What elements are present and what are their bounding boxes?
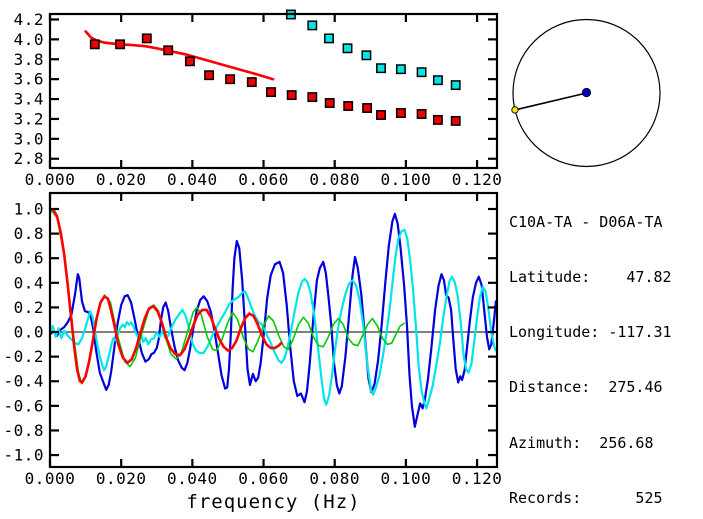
records-line: Records: 525 bbox=[509, 488, 663, 507]
dispersion-y-tick-label: 2.8 bbox=[14, 149, 44, 168]
correlation-x-tick-label: 0.080 bbox=[309, 469, 360, 488]
dispersion-plot: 0.000 0.020 0.040 0.060 0.080 0.100 0.120 4.24.… bbox=[14, 9, 503, 189]
red-velocity-squares-marker bbox=[307, 92, 318, 103]
dispersion-frame bbox=[48, 12, 499, 170]
station-info-block: C10A-TA - D06A-TA Latitude: 47.82 Longit… bbox=[509, 176, 703, 519]
dispersion-x-tick-label: 0.040 bbox=[167, 170, 218, 189]
correlation-x-tick-label: 0.060 bbox=[238, 469, 289, 488]
correlation-x-tick-label: 0.100 bbox=[381, 469, 432, 488]
correlation-y-tick-label: 0.8 bbox=[14, 224, 44, 243]
cyan-velocity-squares-marker bbox=[432, 75, 443, 86]
red-correlation-trace bbox=[48, 207, 283, 384]
cyan-velocity-squares-marker bbox=[361, 50, 372, 61]
red-velocity-squares-marker bbox=[163, 45, 174, 56]
dispersion-y-tick-label: 4.2 bbox=[14, 10, 44, 29]
correlation-x-axis-label: frequency (Hz) bbox=[186, 491, 360, 513]
correlation-frame bbox=[48, 191, 499, 469]
correlation-plot: 0.000 0.020 0.040 0.060 0.080 0.100 0.120 1.0 0.… bbox=[3, 191, 503, 513]
cyan-correlation-trace bbox=[48, 228, 497, 410]
red-velocity-squares-marker bbox=[450, 115, 461, 126]
red-velocity-squares-marker bbox=[362, 103, 373, 113]
cyan-velocity-squares-marker bbox=[324, 33, 334, 44]
dispersion-y-tick-label: 3.6 bbox=[14, 70, 44, 89]
longitude-line: Longitude: -117.31 bbox=[509, 323, 672, 342]
correlation-y-tick-label: -0.6 bbox=[3, 396, 44, 415]
cyan-velocity-squares-marker bbox=[342, 43, 353, 54]
red-velocity-squares-marker bbox=[204, 70, 215, 81]
red-velocity-squares-marker bbox=[395, 108, 406, 118]
station-center-dot bbox=[581, 87, 592, 98]
azimuth-ray bbox=[514, 92, 587, 111]
cyan-velocity-squares-marker bbox=[395, 64, 406, 75]
correlation-x-tick-label: 0.020 bbox=[96, 469, 147, 488]
correlation-x-tick-label: 0.120 bbox=[452, 469, 503, 488]
red-velocity-squares-marker bbox=[324, 98, 335, 108]
correlation-x-tick-label: 0.000 bbox=[25, 469, 76, 488]
correlation-y-tick-label: 0.4 bbox=[14, 273, 44, 292]
correlation-y-tick-label: 1.0 bbox=[14, 199, 44, 218]
dispersion-y-tick-label: 3.4 bbox=[14, 90, 44, 109]
red-velocity-squares-marker bbox=[184, 56, 195, 67]
dispersion-y-tick-label: 3.8 bbox=[14, 50, 44, 69]
dispersion-x-tick-label: 0.100 bbox=[381, 170, 432, 189]
azimuth-circle bbox=[512, 18, 661, 168]
red-velocity-squares-marker bbox=[376, 110, 386, 120]
dispersion-y-tick-label: 3.0 bbox=[14, 129, 44, 148]
blue-correlation-trace bbox=[48, 212, 497, 428]
red-velocity-squares-marker bbox=[141, 33, 152, 44]
dispersion-x-tick-label: 0.000 bbox=[25, 170, 76, 189]
dispersion-x-tick-label: 0.080 bbox=[309, 170, 360, 189]
red-velocity-squares-marker bbox=[432, 114, 443, 125]
station-pair-title: C10A-TA - D06A-TA bbox=[509, 212, 663, 231]
cyan-velocity-squares-marker bbox=[416, 67, 427, 78]
correlation-y-tick-label: -0.8 bbox=[3, 421, 44, 440]
latitude-line: Latitude: 47.82 bbox=[509, 268, 672, 287]
red-velocity-squares-marker bbox=[89, 39, 100, 50]
distance-line: Distance: 275.46 bbox=[509, 378, 663, 397]
dispersion-y-tick-label: 3.2 bbox=[14, 109, 44, 128]
correlation-y-tick-label: -0.4 bbox=[3, 372, 44, 391]
dispersion-y-tick-label: 4.0 bbox=[14, 30, 44, 49]
correlation-y-tick-label: 0.2 bbox=[14, 298, 44, 317]
red-velocity-squares-marker bbox=[225, 74, 236, 85]
azimuth-line: Azimuth: 256.68 bbox=[509, 433, 654, 452]
correlation-x-tick-label: 0.040 bbox=[167, 469, 218, 488]
cyan-velocity-squares-marker bbox=[307, 20, 318, 31]
dispersion-x-tick-label: 0.020 bbox=[96, 170, 147, 189]
red-velocity-squares-marker bbox=[343, 101, 354, 111]
correlation-y-tick-label: 0.0 bbox=[14, 323, 44, 342]
correlation-y-tick-label: -1.0 bbox=[3, 446, 44, 465]
red-velocity-squares-marker bbox=[416, 109, 427, 119]
model-dispersion-curve bbox=[84, 30, 275, 81]
station-azimuth-dot bbox=[511, 106, 519, 114]
cyan-velocity-squares-marker bbox=[376, 63, 386, 74]
dispersion-x-tick-label: 0.120 bbox=[452, 170, 503, 189]
red-velocity-squares-marker bbox=[286, 90, 297, 101]
azimuth-circle-panel bbox=[511, 18, 661, 168]
red-velocity-squares-marker bbox=[246, 77, 257, 88]
correlation-y-tick-label: 0.6 bbox=[14, 249, 44, 268]
correlation-y-tick-label: -0.2 bbox=[3, 347, 44, 366]
red-velocity-squares-marker bbox=[115, 39, 126, 50]
red-velocity-squares-marker bbox=[266, 87, 276, 98]
cyan-velocity-squares-marker bbox=[450, 80, 461, 91]
dispersion-x-tick-label: 0.060 bbox=[238, 170, 289, 189]
